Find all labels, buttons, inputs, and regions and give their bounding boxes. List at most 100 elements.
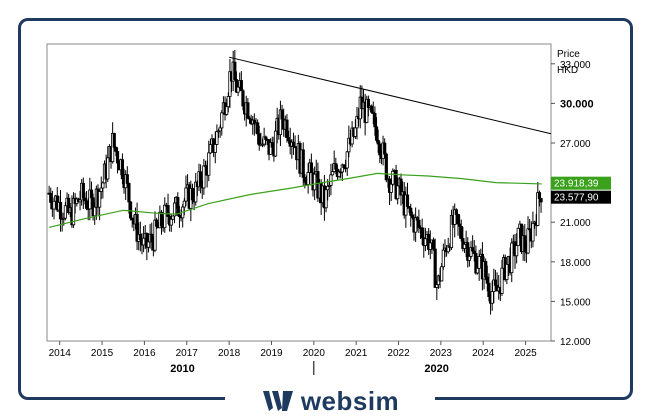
candle-body <box>389 183 393 193</box>
candle-body <box>89 189 94 199</box>
x-tick-label: 2025 <box>514 348 537 359</box>
candle-body <box>138 234 142 241</box>
candle-body <box>120 159 125 180</box>
candle-body <box>81 182 85 199</box>
candle-body <box>207 152 211 176</box>
candle-body <box>163 204 167 229</box>
websim-logo-text: websim <box>300 385 400 416</box>
candle-body <box>172 202 177 217</box>
candle-body <box>150 233 154 242</box>
candle-body <box>326 185 330 191</box>
x-tick-label: 2021 <box>345 348 368 359</box>
candle-body <box>471 247 475 252</box>
candle-body <box>391 170 395 185</box>
candle-body <box>334 163 338 170</box>
candle-body <box>256 122 260 135</box>
candle-body <box>441 249 445 268</box>
candle-body <box>225 106 229 115</box>
last-price-badge <box>551 190 611 204</box>
candle-body <box>301 149 305 178</box>
candle-body <box>83 197 87 202</box>
candle-body <box>376 139 380 145</box>
candle-body <box>233 61 237 80</box>
candle-body <box>484 261 488 278</box>
candle-body <box>405 194 410 207</box>
x-tick-label: 2023 <box>430 348 453 359</box>
candle-body <box>303 176 307 183</box>
moving-average-line <box>48 172 542 229</box>
candle-body <box>98 191 102 208</box>
candle-body <box>141 237 146 246</box>
candle-body <box>199 171 203 187</box>
candle-body <box>306 172 310 185</box>
candle-body <box>218 127 222 132</box>
candle-body <box>500 267 504 294</box>
candle-body <box>106 157 110 180</box>
candle-body <box>324 189 328 209</box>
y-axis-label-price: Price <box>557 49 580 60</box>
candle-body <box>505 263 509 280</box>
candle-body <box>466 242 470 261</box>
candle-body <box>440 266 444 282</box>
candle-body <box>146 241 151 248</box>
y-tick-label: 18.000 <box>560 258 591 269</box>
candle-body <box>516 227 520 247</box>
candles <box>47 50 543 315</box>
candle-body <box>101 182 105 189</box>
ma-value-label: 23.918,39 <box>554 179 599 190</box>
candle-body <box>270 142 274 148</box>
candle-body <box>125 174 129 184</box>
candle-body <box>449 215 454 249</box>
candle-body <box>190 187 195 201</box>
candle-body <box>423 238 428 246</box>
candle-body <box>84 200 89 209</box>
x-tick-label: 2022 <box>387 348 410 359</box>
x-tick-label: 2017 <box>176 348 199 359</box>
candle-body <box>342 164 346 169</box>
candle-body <box>353 127 357 137</box>
candle-body <box>176 196 180 216</box>
candle-body <box>220 112 224 129</box>
candle-body <box>166 205 170 217</box>
candle-body <box>396 185 400 200</box>
websim-logo: websim <box>225 386 435 416</box>
x-tick-label: 2020 <box>303 348 326 359</box>
candle-body <box>208 144 212 154</box>
candle-body <box>384 153 388 181</box>
candle-body <box>280 109 284 120</box>
candle-body <box>264 136 268 140</box>
candle-body <box>309 162 313 174</box>
candle-body <box>215 131 219 145</box>
candle-body <box>112 132 116 148</box>
candle-body <box>153 219 157 251</box>
candle-body <box>417 219 421 229</box>
candle-body <box>370 105 374 113</box>
candle-body <box>257 133 261 146</box>
x-tick-label: 2015 <box>91 348 114 359</box>
candle-body <box>374 126 379 141</box>
candle-body <box>345 151 349 169</box>
candle-body <box>475 267 480 274</box>
candle-body <box>286 137 291 142</box>
candle-body <box>226 96 230 108</box>
candle-body <box>493 279 498 286</box>
candle-body <box>115 151 120 164</box>
decade-label: 2010 <box>170 363 194 375</box>
x-tick-label: 2014 <box>49 348 72 359</box>
candle-body <box>456 214 460 225</box>
candle-body <box>182 200 186 208</box>
x-tick-label: 2016 <box>133 348 156 359</box>
y-tick-label: 30.000 <box>560 98 594 110</box>
candle-body <box>99 187 103 192</box>
candle-body <box>52 200 56 210</box>
candle-body <box>330 171 335 176</box>
y-axis-label-currency: HKD <box>557 65 578 76</box>
candle-body <box>510 242 514 274</box>
candle-body <box>435 284 439 288</box>
candle-body <box>246 102 250 119</box>
candle-body <box>420 227 424 239</box>
candle-body <box>536 192 540 226</box>
candle-body <box>128 201 133 219</box>
last-price-label: 23.577,90 <box>554 193 599 204</box>
